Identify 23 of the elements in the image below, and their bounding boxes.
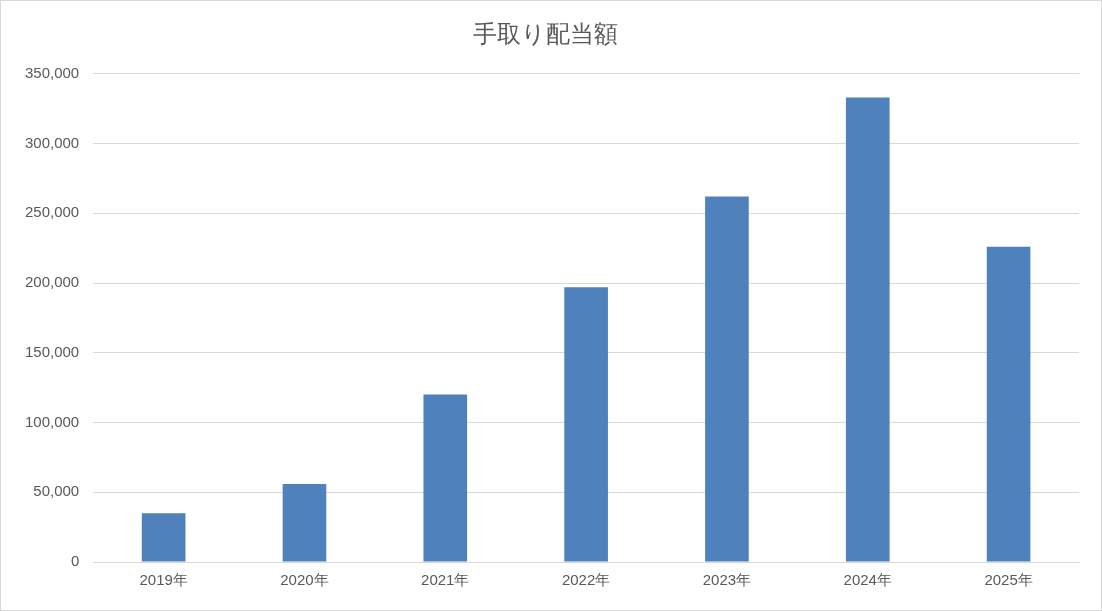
x-tick-label: 2024年 (843, 571, 892, 589)
bar (845, 97, 890, 562)
y-tick-label: 50,000 (33, 482, 80, 500)
chart-title: 手取り配当額 (472, 20, 618, 48)
x-tick-label: 2019年 (139, 571, 188, 589)
bar (564, 287, 608, 562)
y-tick-label: 250,000 (24, 203, 80, 221)
x-tick-label: 2022年 (561, 571, 611, 589)
y-tick-label: 350,000 (24, 63, 80, 81)
x-tick-label: 2025年 (984, 571, 1033, 589)
bar (423, 394, 468, 562)
y-tick-label: 100,000 (24, 412, 80, 430)
y-tick-label: 150,000 (24, 342, 80, 360)
bar (282, 483, 327, 562)
bar (986, 246, 1031, 562)
y-tick-label: 300,000 (24, 133, 80, 151)
bar (141, 513, 186, 562)
y-tick-label: 200,000 (24, 273, 80, 291)
x-tick-label: 2020年 (280, 571, 329, 589)
x-tick-label: 2023年 (702, 571, 752, 589)
bar (705, 196, 749, 562)
x-tick-label: 2021年 (421, 571, 470, 589)
y-tick-label: 0 (70, 552, 80, 570)
